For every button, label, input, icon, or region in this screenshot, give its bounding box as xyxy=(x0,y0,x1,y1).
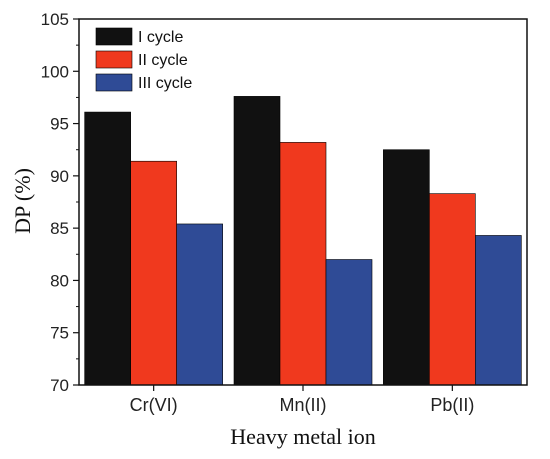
x-axis-title: Heavy metal ion xyxy=(230,424,375,449)
bars-layer xyxy=(84,96,522,386)
y-tick-label: 95 xyxy=(50,115,69,134)
y-tick-label: 70 xyxy=(50,376,69,395)
bar-2 xyxy=(130,160,177,386)
x-tick-label: Cr(VI) xyxy=(130,395,178,415)
y-axis: 70 75 80 85 90 95 100 105 xyxy=(41,10,79,395)
y-tick-label: 90 xyxy=(50,167,69,186)
legend-label: I cycle xyxy=(138,29,183,46)
bar-1 xyxy=(84,111,131,386)
y-tick-label: 75 xyxy=(50,324,69,343)
legend-swatch xyxy=(95,50,133,69)
legend-swatch xyxy=(95,73,133,92)
legend-label: III cycle xyxy=(138,75,192,92)
bar-1 xyxy=(383,149,430,386)
legend-swatch xyxy=(95,27,133,46)
y-tick-label: 80 xyxy=(50,271,69,290)
bar-2 xyxy=(429,193,476,386)
y-tick-label: 105 xyxy=(41,10,69,29)
y-tick-label: 100 xyxy=(41,62,69,81)
legend: I cycle II cycle III cycle xyxy=(95,27,192,92)
bar-3 xyxy=(475,235,522,386)
bar-3 xyxy=(176,223,223,386)
legend-label: II cycle xyxy=(138,52,188,69)
bar-3 xyxy=(325,259,373,386)
x-tick-label: Mn(II) xyxy=(280,395,327,415)
x-tick-label: Pb(II) xyxy=(430,395,474,415)
bar-1 xyxy=(233,96,281,386)
x-axis: Cr(VI) Mn(II) Pb(II) xyxy=(130,385,474,415)
bar-2 xyxy=(279,142,327,386)
y-tick-label: 85 xyxy=(50,219,69,238)
y-axis-title: DP (%) xyxy=(10,168,35,234)
